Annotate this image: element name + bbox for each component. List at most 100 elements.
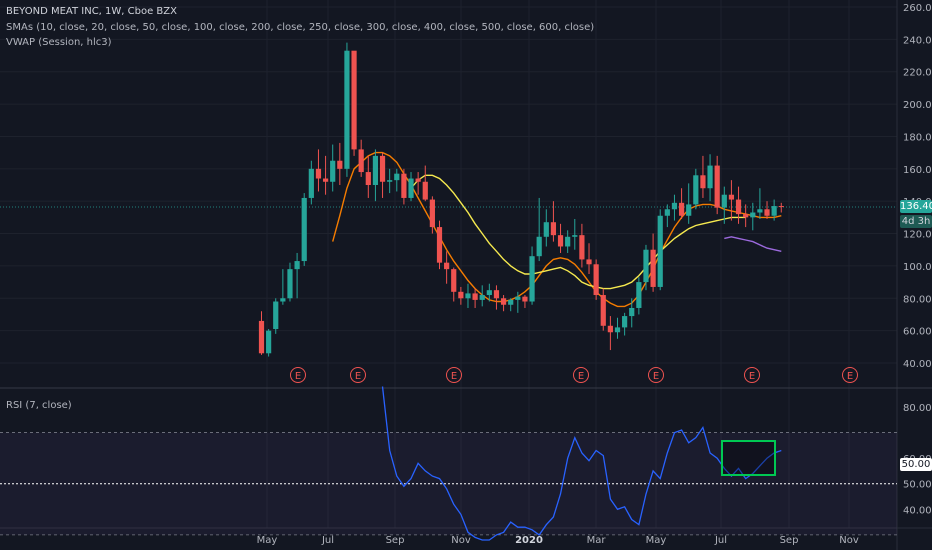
candle-body [550,222,557,236]
candle-body [657,215,663,287]
earnings-marker-label: E [578,371,584,382]
candle [508,298,514,312]
candle [458,286,464,305]
earnings-marker[interactable]: E [446,367,462,383]
earnings-marker-label: E [451,371,457,382]
time-tick-label: Sep [386,535,405,546]
candle [693,168,699,210]
candle-body [764,209,770,216]
candle-body [700,175,706,189]
candle-body [579,235,585,260]
candle [607,316,613,351]
earnings-marker-ring [744,367,760,383]
candle-body [294,261,300,270]
candle-body [486,290,492,296]
candle-body [643,249,649,283]
earnings-marker-label: E [847,371,853,382]
candle-body [301,197,307,262]
sma-line-3 [724,236,782,252]
candle-body [315,168,322,179]
candle [344,42,350,177]
candle [273,298,279,334]
candle-body [622,316,628,328]
candle-body [565,236,571,247]
candle [700,155,706,198]
candle [778,202,784,213]
sma-legend[interactable]: SMAs (10, close, 20, close, 50, close, 1… [6,22,595,33]
candle [280,269,286,305]
moving-average-lines [332,151,782,308]
price-axis: 40.0060.0080.00100.00120.00140.00160.001… [903,3,932,370]
candle-body [266,330,272,354]
candle-body [707,165,713,189]
time-tick-label: Jul [714,535,727,546]
candle [771,199,777,221]
candle-body [735,199,742,215]
rsi-line [381,386,782,541]
earnings-marker[interactable]: E [350,367,366,383]
earnings-marker[interactable]: E [648,367,664,383]
candle-body [757,209,763,213]
candle [287,262,293,302]
candle [408,172,414,202]
candle-body [600,295,606,326]
price-tick-label: 220.00 [903,68,932,79]
candlestick-series [258,42,784,357]
candle-body [415,178,421,182]
candle [465,283,471,308]
candle [294,252,300,299]
candle-body [607,325,613,333]
price-tick-label: 80.00 [903,294,932,305]
price-tick-label: 120.00 [903,230,932,241]
time-tick-label: Nov [451,535,471,546]
time-tick-label: 2020 [515,535,543,546]
candle-body [372,155,379,185]
sma-line-2 [410,174,746,290]
candle [550,201,557,242]
candle-body [714,165,720,208]
earnings-marker-label: E [295,371,301,382]
candle [536,197,542,262]
price-tick-label: 100.00 [903,262,932,273]
candle-body [358,149,364,173]
candle-body [586,259,592,265]
earnings-marker[interactable]: E [290,367,306,383]
candle [721,186,727,224]
candle-body [287,269,293,299]
candle [757,188,763,219]
rsi-legend[interactable]: RSI (7, close) [6,400,72,411]
candle-body [664,209,670,216]
candle-body [379,155,386,182]
time-tick-label: May [257,535,278,546]
candle [486,283,492,302]
rsi-tick-label: 40.00 [903,505,932,516]
candle-body [743,214,749,218]
time-axis: May Jul Sep Nov 2020 Mar May Jul Sep Nov [257,535,859,546]
candle [714,155,720,215]
candle [515,291,521,313]
candle [358,139,364,177]
candle-body [273,301,279,330]
vwap-legend[interactable]: VWAP (Session, hlc3) [6,37,112,48]
earnings-marker[interactable]: E [744,367,760,383]
candle-body [365,172,371,185]
earnings-marker-ring [290,367,306,383]
last-price-tag: 136.40 [900,200,932,213]
candle-body [330,160,336,182]
bar-countdown-tag: 4d 3h [900,215,932,228]
candle [572,218,578,250]
candle [422,165,428,202]
earnings-marker[interactable]: E [842,367,858,383]
candle-body [686,204,692,216]
candle [479,285,485,307]
symbol-legend[interactable]: BEYOND MEAT INC, 1W, Cboe BZX [6,6,177,17]
rsi-highlight-box [721,440,776,476]
earnings-marker[interactable]: E [573,367,589,383]
candle-body [593,264,599,296]
candle-body [728,194,735,200]
candle [322,155,329,195]
candle [664,204,670,228]
candle-body [258,320,265,354]
